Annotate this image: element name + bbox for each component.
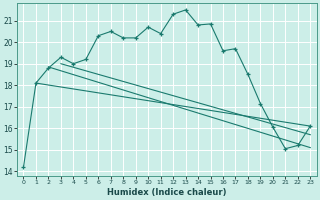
X-axis label: Humidex (Indice chaleur): Humidex (Indice chaleur) xyxy=(107,188,227,197)
